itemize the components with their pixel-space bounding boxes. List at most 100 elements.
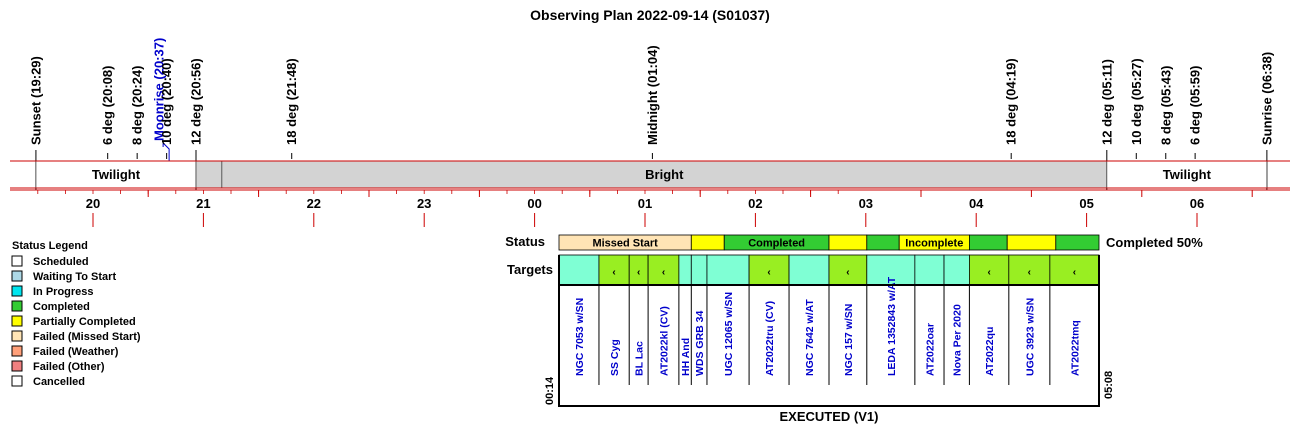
event-label: 6 deg (05:59) bbox=[1188, 66, 1203, 145]
plan-start-time: 00:14 bbox=[544, 376, 556, 405]
target-marker: ‹ bbox=[846, 267, 849, 278]
target-marker: ‹ bbox=[1028, 267, 1031, 278]
event-label: 6 deg (20:08) bbox=[100, 66, 115, 145]
status-legend: Status Legend Scheduled Waiting To Start In… bbox=[11, 240, 141, 388]
legend-swatch bbox=[11, 255, 23, 267]
target-name: UGC 12065 w/SN bbox=[723, 292, 735, 376]
legend-title: Status Legend bbox=[12, 240, 88, 252]
sky-band bbox=[195, 160, 223, 189]
sky-band-label: Twilight bbox=[92, 167, 141, 182]
target-name: AT2022tru (CV) bbox=[764, 301, 776, 376]
target-name: SS Cyg bbox=[609, 339, 621, 376]
target-name: AT2022tmq bbox=[1069, 320, 1081, 376]
target-name: NGC 157 w/SN bbox=[843, 304, 855, 376]
legend-swatch bbox=[11, 330, 23, 342]
sky-events: Sunset (19:29) 6 deg (20:08) 8 deg (20:24)… bbox=[28, 38, 1274, 190]
legend-swatch bbox=[11, 345, 23, 357]
hour-label: 20 bbox=[86, 196, 100, 211]
hour-axis: 20 21 22 23 00 01 02 03 04 05 06 bbox=[10, 189, 1290, 227]
event-label: Moonrise (20:37) bbox=[152, 38, 167, 141]
event-label: 18 deg (04:19) bbox=[1004, 58, 1019, 145]
status-segment-label: Completed bbox=[748, 238, 805, 250]
event-label: 8 deg (20:24) bbox=[130, 66, 145, 145]
target-marker: ‹ bbox=[1073, 267, 1076, 278]
legend-item-label: Waiting To Start bbox=[33, 271, 116, 283]
legend-item-label: Failed (Other) bbox=[33, 361, 105, 373]
event-label: 12 deg (05:11) bbox=[1099, 59, 1114, 145]
hour-label: 06 bbox=[1190, 196, 1204, 211]
event-label: Sunrise (06:38) bbox=[1259, 52, 1274, 145]
event-label: 10 deg (20:40) bbox=[159, 58, 174, 145]
legend-swatch bbox=[11, 270, 23, 282]
sky-band-strip: Twilight Bright Twilight bbox=[10, 160, 1290, 189]
sky-band bbox=[1106, 160, 1268, 189]
chart-title: Observing Plan 2022-09-14 (S01037) bbox=[530, 7, 770, 23]
legend-swatch bbox=[11, 360, 23, 372]
hour-label: 21 bbox=[196, 196, 210, 211]
target-name: UGC 3923 w/SN bbox=[1024, 298, 1036, 376]
target-marker: ‹ bbox=[612, 267, 615, 278]
targets-row-label: Targets bbox=[507, 262, 553, 277]
hour-label: 04 bbox=[969, 196, 984, 211]
hour-label: 02 bbox=[748, 196, 762, 211]
hour-label: 03 bbox=[859, 196, 873, 211]
status-segment bbox=[969, 234, 1008, 251]
legend-item-label: In Progress bbox=[33, 286, 94, 298]
status-summary: Completed 50% bbox=[1106, 235, 1203, 250]
target-block bbox=[943, 254, 970, 286]
sky-band-label: Twilight bbox=[1163, 167, 1212, 182]
hour-label: 01 bbox=[638, 196, 652, 211]
event-label: Midnight (01:04) bbox=[645, 45, 660, 145]
target-block bbox=[678, 254, 692, 286]
moonrise-leader-line bbox=[162, 141, 170, 161]
legend-item-label: Partially Completed bbox=[33, 316, 136, 328]
target-name: BL Lac bbox=[634, 341, 646, 376]
target-name: Nova Per 2020 bbox=[952, 304, 964, 376]
target-name: LEDA 1352843 w/AT bbox=[886, 276, 898, 376]
hour-label: 05 bbox=[1079, 196, 1093, 211]
target-marker: ‹ bbox=[662, 267, 665, 278]
event-label: 18 deg (21:48) bbox=[284, 58, 299, 145]
legend-swatch bbox=[11, 285, 23, 297]
target-block bbox=[690, 254, 708, 286]
target-name: NGC 7053 w/SN bbox=[574, 298, 586, 376]
status-segment bbox=[866, 234, 900, 251]
target-block bbox=[788, 254, 830, 286]
legend-item-label: Failed (Weather) bbox=[33, 346, 119, 358]
status-segment-label: Incomplete bbox=[905, 238, 963, 250]
status-segment bbox=[1055, 234, 1100, 251]
target-name: AT2022qu bbox=[984, 327, 996, 376]
plan-end-time: 05:08 bbox=[1103, 371, 1115, 399]
legend-swatch bbox=[11, 315, 23, 327]
target-name: AT2022oar bbox=[924, 323, 936, 376]
legend-item-label: Cancelled bbox=[33, 376, 85, 388]
target-name: HH And bbox=[680, 338, 692, 376]
plan-footer: EXECUTED (V1) bbox=[780, 409, 879, 424]
target-name: NGC 7642 w/AT bbox=[804, 299, 816, 376]
target-marker: ‹ bbox=[637, 267, 640, 278]
legend-swatch bbox=[11, 375, 23, 387]
target-block bbox=[647, 254, 680, 286]
event-label: 10 deg (05:27) bbox=[1129, 58, 1144, 145]
hour-label: 22 bbox=[307, 196, 321, 211]
schedule-panel: Status Missed Start Completed Incomplete Com… bbox=[505, 234, 1203, 424]
hour-label: 23 bbox=[417, 196, 431, 211]
event-label: 8 deg (05:43) bbox=[1158, 66, 1173, 145]
event-label: 12 deg (20:56) bbox=[189, 58, 204, 145]
legend-swatch bbox=[11, 300, 23, 312]
event-label: Sunset (19:29) bbox=[28, 56, 43, 145]
legend-item-label: Scheduled bbox=[33, 256, 89, 268]
target-block bbox=[748, 254, 790, 286]
target-name: WDS GRB 34 bbox=[694, 310, 706, 376]
status-row-label: Status bbox=[505, 234, 545, 249]
target-block bbox=[914, 254, 945, 286]
target-block bbox=[706, 254, 750, 286]
target-marker: ‹ bbox=[767, 267, 770, 278]
hour-label: 00 bbox=[527, 196, 541, 211]
target-name: AT2022kl (CV) bbox=[658, 306, 670, 376]
target-block bbox=[598, 254, 630, 286]
target-marker: ‹ bbox=[987, 267, 990, 278]
status-segment bbox=[1006, 234, 1057, 251]
status-segment bbox=[690, 234, 725, 251]
